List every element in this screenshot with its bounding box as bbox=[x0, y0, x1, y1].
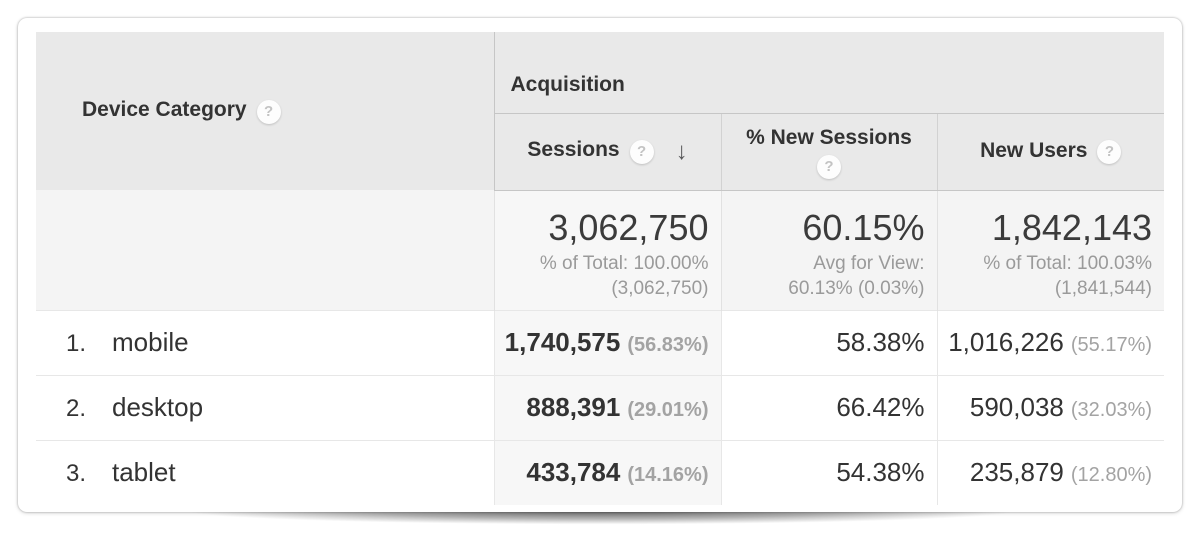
new-sessions-value: 66.42% bbox=[836, 392, 925, 422]
device-category-label: Device Category bbox=[82, 98, 247, 122]
table-row-tablet: 3. tablet 433,784 (14.16%) 54.38% 235,879 (… bbox=[36, 439, 1165, 505]
help-icon[interactable]: ? bbox=[629, 139, 654, 164]
device-label[interactable]: tablet bbox=[112, 457, 176, 488]
sessions-percent: (29.01%) bbox=[627, 399, 709, 421]
help-icon[interactable]: ? bbox=[1097, 140, 1122, 165]
column-header-new-sessions[interactable]: % New Sessions ? bbox=[720, 113, 937, 191]
summary-new-users-cell: 1,842,143 % of Total: 100.03% (1,841,544… bbox=[936, 190, 1165, 310]
new-users-cell: 235,879 (12.80%) bbox=[936, 439, 1165, 505]
new-users-value: 235,879 bbox=[969, 457, 1064, 488]
column-header-sessions[interactable]: Sessions? ↓ bbox=[494, 113, 721, 191]
summary-row: 3,062,750 % of Total: 100.00% (3,062,750… bbox=[36, 190, 1165, 310]
sessions-total: 3,062,750 bbox=[548, 206, 709, 248]
new-sessions-subline1: Avg for View: bbox=[813, 252, 925, 274]
new-users-percent: (55.17%) bbox=[1070, 334, 1153, 356]
sessions-value: 433,784 bbox=[526, 457, 621, 488]
new-sessions-cell: 58.38% bbox=[720, 309, 937, 375]
device-label[interactable]: desktop bbox=[112, 392, 204, 422]
new-sessions-value: 54.38% bbox=[836, 457, 925, 488]
sessions-total-subline1: % of Total: 100.00% bbox=[539, 252, 709, 274]
new-users-label: New Users bbox=[980, 138, 1088, 162]
new-sessions-cell: 66.42% bbox=[720, 374, 937, 440]
row-index: 3. bbox=[66, 460, 87, 488]
device-cell: 2. desktop bbox=[36, 374, 494, 440]
summary-sessions-cell: 3,062,750 % of Total: 100.00% (3,062,750… bbox=[493, 190, 721, 310]
new-sessions-label: % New Sessions bbox=[746, 126, 912, 149]
summary-new-sessions-cell: 60.15% Avg for View: 60.13% (0.03%) bbox=[720, 190, 937, 310]
new-sessions-subline2: 60.13% (0.03%) bbox=[788, 277, 925, 299]
row-index: 2. bbox=[66, 395, 87, 422]
sort-descending-icon: ↓ bbox=[675, 137, 688, 165]
new-users-subline1: % of Total: 100.03% bbox=[983, 252, 1153, 274]
device-cell: 3. tablet bbox=[36, 439, 494, 505]
new-sessions-value: 58.38% bbox=[836, 327, 925, 357]
sessions-percent: (14.16%) bbox=[627, 464, 709, 487]
new-sessions-cell: 54.38% bbox=[720, 439, 937, 505]
metric-header-row: Sessions? ↓ % New Sessions ? New Users? bbox=[36, 113, 1165, 191]
device-label[interactable]: mobile bbox=[112, 327, 189, 357]
sessions-cell: 433,784 (14.16%) bbox=[493, 439, 721, 505]
sessions-label: Sessions bbox=[527, 137, 620, 161]
new-users-subline2: (1,841,544) bbox=[1054, 277, 1153, 299]
device-category-table: Device Category? Acquisition Sessions? ↓ … bbox=[36, 32, 1165, 505]
new-users-value: 1,016,226 bbox=[948, 327, 1064, 357]
group-header-acquisition: Acquisition bbox=[494, 32, 1165, 114]
group-header-row: Device Category? Acquisition bbox=[36, 32, 1165, 190]
new-users-percent: (32.03%) bbox=[1070, 399, 1153, 421]
column-header-device-category[interactable]: Device Category? bbox=[36, 32, 495, 190]
sessions-value: 1,740,575 bbox=[504, 327, 621, 357]
sessions-cell: 888,391 (29.01%) bbox=[493, 374, 721, 440]
new-users-percent: (12.80%) bbox=[1070, 464, 1153, 487]
table-row-mobile: 1. mobile 1,740,575 (56.83%) 58.38% 1,016,… bbox=[36, 309, 1165, 375]
acquisition-label: Acquisition bbox=[510, 72, 625, 96]
summary-dimension-cell bbox=[36, 190, 494, 310]
sessions-percent: (56.83%) bbox=[627, 334, 709, 356]
help-icon[interactable]: ? bbox=[817, 155, 841, 179]
new-sessions-average: 60.15% bbox=[802, 206, 925, 248]
sessions-cell: 1,740,575 (56.83%) bbox=[493, 309, 721, 375]
table-row-desktop: 2. desktop 888,391 (29.01%) 66.42% 590,038… bbox=[36, 374, 1165, 440]
device-cell: 1. mobile bbox=[36, 309, 494, 375]
row-index: 1. bbox=[66, 330, 87, 357]
sessions-total-subline2: (3,062,750) bbox=[611, 277, 709, 299]
new-users-value: 590,038 bbox=[969, 392, 1064, 422]
help-icon[interactable]: ? bbox=[256, 99, 281, 124]
new-users-cell: 590,038 (32.03%) bbox=[936, 374, 1165, 440]
new-users-total: 1,842,143 bbox=[991, 206, 1153, 248]
sessions-value: 888,391 bbox=[526, 392, 621, 422]
new-users-cell: 1,016,226 (55.17%) bbox=[936, 309, 1165, 375]
report-card: Device Category? Acquisition Sessions? ↓ … bbox=[18, 18, 1182, 512]
page-curl-shadow bbox=[46, 508, 1156, 540]
column-header-new-users[interactable]: New Users? bbox=[936, 113, 1165, 191]
